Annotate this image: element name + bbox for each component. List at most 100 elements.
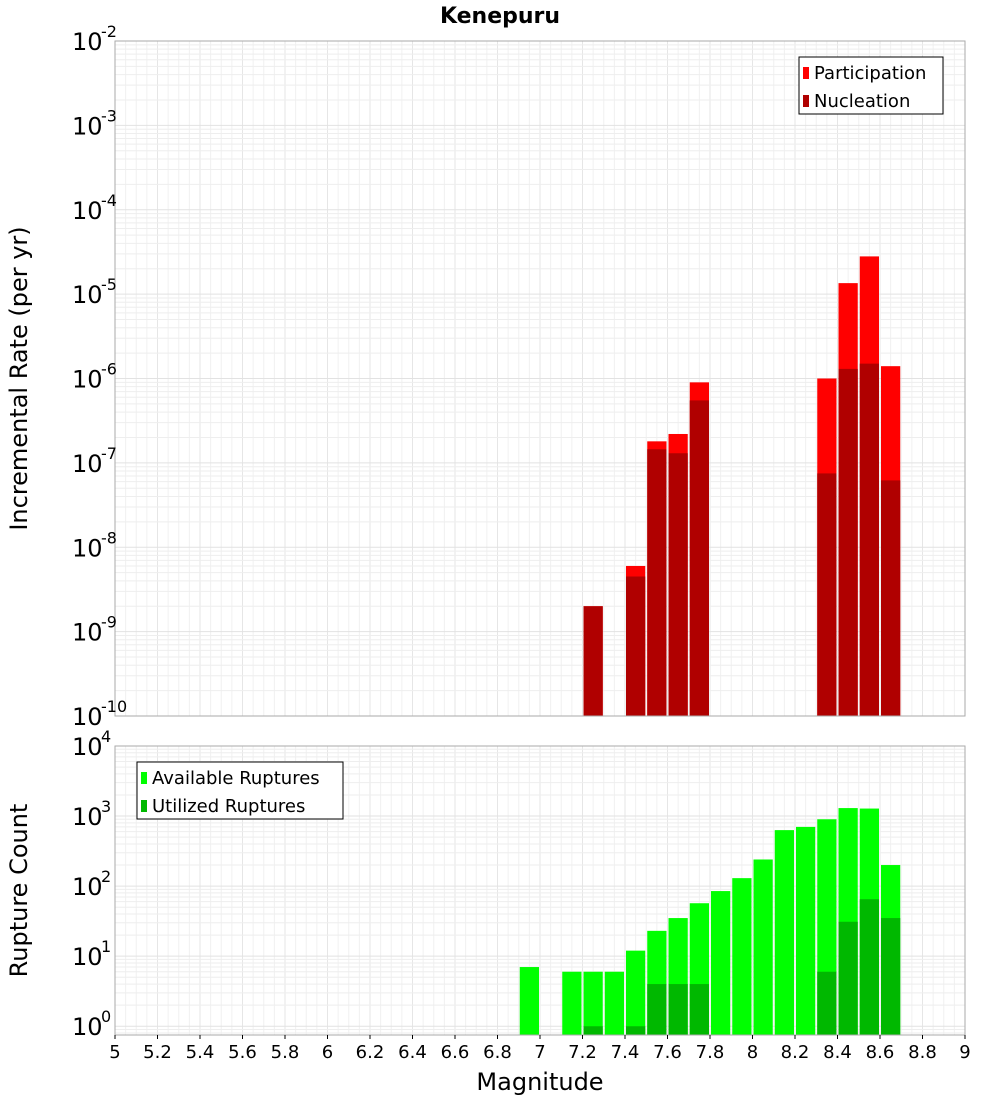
x-tick-label: 8.6 bbox=[866, 1042, 895, 1063]
x-tick-label: 9 bbox=[959, 1042, 970, 1063]
grid bbox=[114, 40, 966, 717]
y-tick-base: 10 bbox=[72, 943, 103, 971]
x-axis-label: Magnitude bbox=[476, 1068, 603, 1096]
x-tick-label: 6.2 bbox=[356, 1042, 385, 1063]
y-tick-base: 10 bbox=[72, 803, 103, 831]
y-tick-label: 101 bbox=[72, 937, 111, 971]
y-tick-exponent: 1 bbox=[101, 937, 111, 956]
x-tick-label: 7.4 bbox=[611, 1042, 640, 1063]
y-tick-base: 10 bbox=[72, 112, 103, 140]
y-tick-label: 10-6 bbox=[72, 360, 117, 394]
x-tick-label: 6.4 bbox=[398, 1042, 427, 1063]
y-axis-label: Incremental Rate (per yr) bbox=[5, 226, 33, 530]
x-tick-label: 8.8 bbox=[908, 1042, 937, 1063]
y-axis-label: Rupture Count bbox=[5, 804, 33, 978]
legend-label: Available Ruptures bbox=[152, 768, 320, 789]
bar bbox=[796, 826, 816, 1035]
bar bbox=[583, 606, 603, 716]
bar bbox=[711, 891, 731, 1035]
bar bbox=[859, 899, 879, 1035]
bar bbox=[604, 971, 624, 1035]
y-tick-base: 10 bbox=[72, 450, 103, 478]
bar bbox=[562, 971, 582, 1035]
y-tick-label: 10-2 bbox=[72, 22, 117, 56]
y-tick-label: 10-4 bbox=[72, 191, 117, 225]
bar bbox=[817, 473, 837, 716]
bar bbox=[817, 971, 837, 1035]
y-tick-exponent: 0 bbox=[101, 1007, 111, 1026]
x-tick-label: 8 bbox=[747, 1042, 758, 1063]
bar bbox=[626, 1026, 646, 1035]
bar bbox=[859, 363, 879, 716]
bar bbox=[668, 453, 688, 716]
y-tick-label: 10-8 bbox=[72, 528, 117, 562]
y-tick-base: 10 bbox=[72, 1013, 103, 1041]
bar bbox=[626, 950, 646, 1035]
y-tick-base: 10 bbox=[72, 873, 103, 901]
y-tick-base: 10 bbox=[72, 197, 103, 225]
bar bbox=[753, 859, 773, 1035]
x-tick-label: 8.2 bbox=[781, 1042, 810, 1063]
y-tick-exponent: -8 bbox=[101, 528, 117, 547]
y-tick-base: 10 bbox=[72, 281, 103, 309]
chart-title: Kenepuru bbox=[440, 4, 560, 29]
x-tick-label: 7 bbox=[534, 1042, 545, 1063]
y-tick-exponent: 3 bbox=[101, 797, 111, 816]
y-tick-label: 104 bbox=[72, 727, 111, 761]
plot-frame bbox=[114, 40, 966, 717]
x-tick-label: 7.6 bbox=[653, 1042, 682, 1063]
y-tick-exponent: 2 bbox=[101, 867, 111, 886]
bar bbox=[668, 984, 688, 1035]
x-tick-label: 5 bbox=[109, 1042, 120, 1063]
bar bbox=[838, 921, 858, 1035]
y-tick-exponent: -4 bbox=[101, 191, 117, 210]
y-tick-label: 100 bbox=[72, 1007, 111, 1041]
y-tick-label: 102 bbox=[72, 867, 111, 901]
bar bbox=[583, 971, 603, 1035]
y-tick-label: 10-7 bbox=[72, 444, 117, 478]
y-tick-exponent: -5 bbox=[101, 275, 117, 294]
y-tick-label: 10-9 bbox=[72, 613, 117, 647]
y-tick-exponent: -7 bbox=[101, 444, 117, 463]
bar bbox=[838, 368, 858, 716]
y-tick-exponent: -2 bbox=[101, 22, 117, 41]
x-tick-label: 6 bbox=[322, 1042, 333, 1063]
legend-swatch bbox=[803, 67, 809, 79]
bar bbox=[774, 830, 794, 1035]
series-nucleation bbox=[583, 363, 901, 716]
x-tick-label: 5.6 bbox=[228, 1042, 257, 1063]
y-tick-base: 10 bbox=[72, 534, 103, 562]
legend-box bbox=[798, 56, 944, 115]
y-tick-label: 10-5 bbox=[72, 275, 117, 309]
legend-swatch bbox=[141, 800, 147, 812]
y-tick-label: 103 bbox=[72, 797, 111, 831]
legend: Participation Nucleation bbox=[798, 56, 944, 115]
y-tick-exponent: -9 bbox=[101, 613, 117, 632]
bar bbox=[689, 984, 709, 1035]
x-tick-label: 8.4 bbox=[823, 1042, 852, 1063]
x-tick-label: 6.6 bbox=[441, 1042, 470, 1063]
legend-box bbox=[136, 761, 344, 820]
legend-swatch bbox=[803, 95, 809, 107]
y-tick-base: 10 bbox=[72, 733, 103, 761]
y-tick-base: 10 bbox=[72, 619, 103, 647]
top-chart: 10-1010-910-810-710-610-510-410-310-2Inc… bbox=[5, 4, 966, 731]
y-tick-label: 10-3 bbox=[72, 106, 117, 140]
y-tick-exponent: 4 bbox=[101, 727, 111, 746]
x-tick-label: 5.8 bbox=[271, 1042, 300, 1063]
bar bbox=[881, 480, 901, 716]
y-tick-base: 10 bbox=[72, 366, 103, 394]
legend-label: Nucleation bbox=[814, 91, 910, 112]
bar bbox=[881, 918, 901, 1035]
x-tick-label: 7.2 bbox=[568, 1042, 597, 1063]
legend-swatch bbox=[141, 772, 147, 784]
legend-label: Utilized Ruptures bbox=[152, 796, 305, 817]
bar bbox=[519, 967, 539, 1035]
series-utilized-ruptures bbox=[583, 899, 901, 1035]
bar bbox=[689, 400, 709, 716]
legend-label: Participation bbox=[814, 63, 926, 84]
